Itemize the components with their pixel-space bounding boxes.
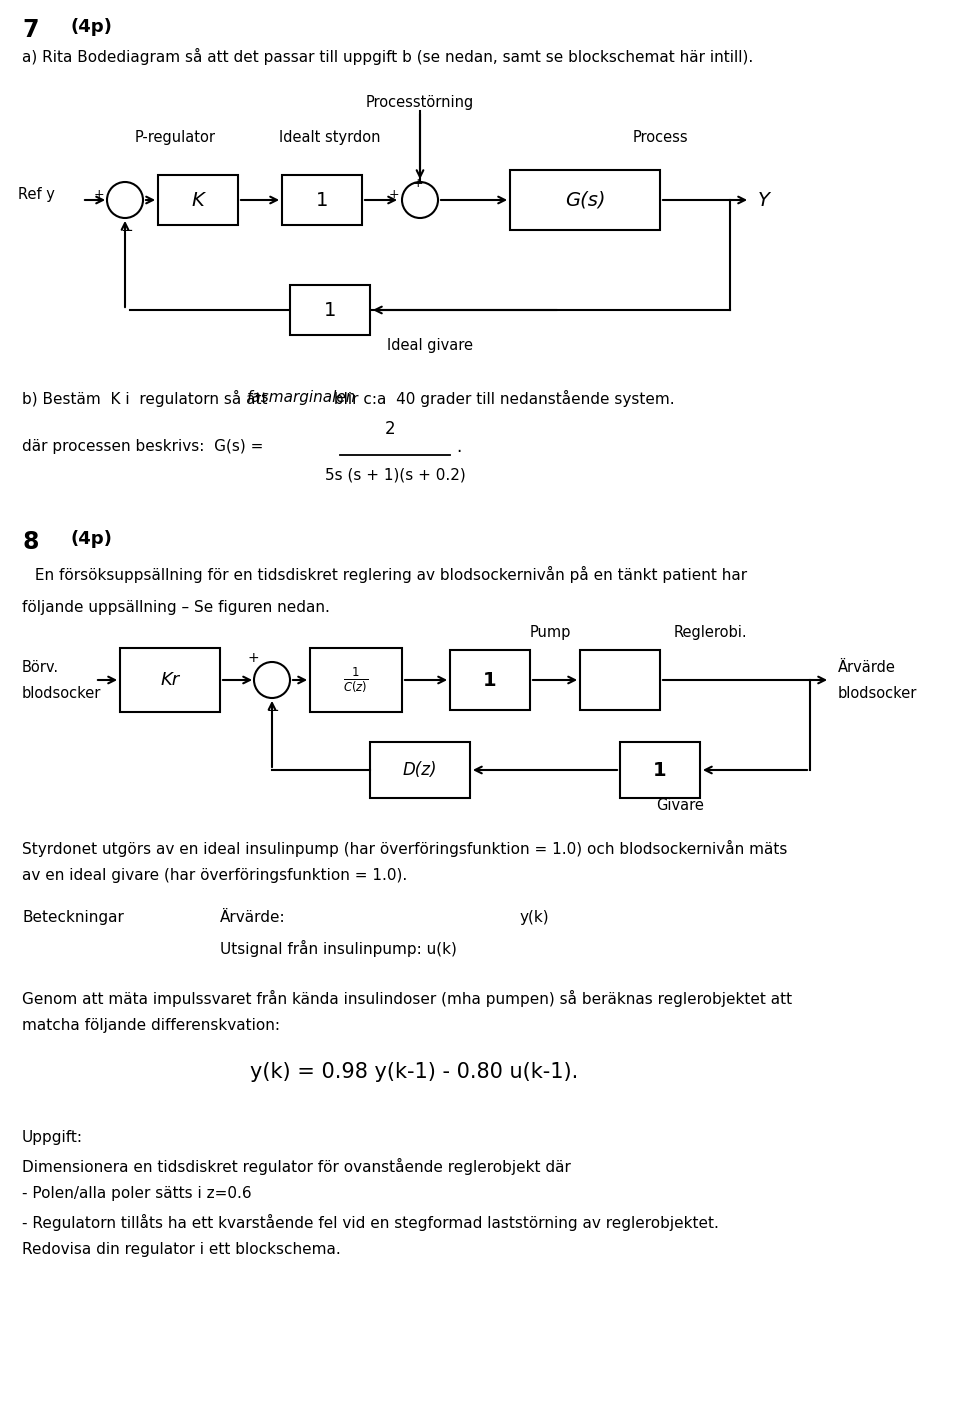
Text: a) Rita Bodediagram så att det passar till uppgift b (se nedan, samt se blocksch: a) Rita Bodediagram så att det passar ti…: [22, 48, 754, 65]
Text: Reglerobi.: Reglerobi.: [673, 625, 747, 640]
Text: +: +: [93, 188, 104, 202]
Text: 8: 8: [22, 530, 38, 554]
Text: 7: 7: [22, 18, 38, 42]
Text: G(s): G(s): [564, 191, 605, 209]
Text: 1: 1: [324, 301, 336, 319]
Bar: [580, 650, 660, 709]
Text: K: K: [192, 191, 204, 209]
Text: 1: 1: [483, 671, 497, 690]
Text: Y: Y: [758, 191, 770, 209]
Text: där processen beskrivs:  G(s) =: där processen beskrivs: G(s) =: [22, 439, 268, 455]
Text: fasmarginalen: fasmarginalen: [247, 390, 356, 406]
Text: 1: 1: [316, 191, 328, 209]
Circle shape: [107, 182, 143, 218]
Text: blodsocker: blodsocker: [838, 687, 918, 701]
Bar: [290, 285, 370, 335]
Text: Styrdonet utgörs av en ideal insulinpump (har överföringsfunktion = 1.0) och blo: Styrdonet utgörs av en ideal insulinpump…: [22, 839, 787, 858]
Text: .: .: [456, 438, 461, 456]
Text: P-regulator: P-regulator: [134, 130, 215, 146]
Text: (4p): (4p): [70, 18, 112, 35]
Circle shape: [402, 182, 438, 218]
Text: Genom att mäta impulssvaret från kända insulindoser (mha pumpen) så beräknas reg: Genom att mäta impulssvaret från kända i…: [22, 991, 792, 1007]
Bar: [158, 175, 238, 225]
Text: Ärvärde: Ärvärde: [838, 660, 896, 675]
Text: Givare: Givare: [656, 798, 704, 812]
Text: Redovisa din regulator i ett blockschema.: Redovisa din regulator i ett blockschema…: [22, 1242, 341, 1258]
Text: Processtörning: Processtörning: [366, 95, 474, 110]
Text: följande uppsällning – Se figuren nedan.: följande uppsällning – Se figuren nedan.: [22, 601, 330, 615]
Bar: [282, 175, 362, 225]
Text: 5s (s + 1)(s + 0.2): 5s (s + 1)(s + 0.2): [324, 468, 466, 482]
Text: Uppgift:: Uppgift:: [22, 1130, 83, 1145]
Text: Kr: Kr: [160, 671, 180, 690]
Bar: [510, 170, 660, 230]
Text: −: −: [121, 223, 133, 237]
Text: Ref y: Ref y: [18, 187, 55, 202]
Text: Pump: Pump: [529, 625, 570, 640]
Text: 1: 1: [653, 760, 667, 780]
Bar: [370, 742, 470, 798]
Bar: [450, 650, 530, 709]
Text: −: −: [267, 704, 279, 718]
Text: - Regulatorn tillåts ha ett kvarstående fel vid en stegformad laststörning av re: - Regulatorn tillåts ha ett kvarstående …: [22, 1214, 719, 1231]
Text: +: +: [247, 651, 259, 666]
Text: D(z): D(z): [403, 762, 437, 779]
Text: Idealt styrdon: Idealt styrdon: [279, 130, 381, 146]
Text: Process: Process: [633, 130, 687, 146]
Circle shape: [254, 663, 290, 698]
Text: Beteckningar: Beteckningar: [22, 910, 124, 926]
Text: +: +: [389, 188, 399, 202]
Text: (4p): (4p): [70, 530, 112, 548]
Bar: [620, 742, 700, 798]
Bar: [120, 649, 220, 712]
Text: Utsignal från insulinpump: u(k): Utsignal från insulinpump: u(k): [220, 940, 457, 957]
Text: y(k): y(k): [520, 910, 550, 926]
Text: En försöksuppsällning för en tidsdiskret reglering av blodsockernivån på en tänk: En försöksuppsällning för en tidsdiskret…: [30, 567, 747, 584]
Text: blodsocker: blodsocker: [22, 687, 102, 701]
Text: Ideal givare: Ideal givare: [387, 338, 473, 353]
Text: y(k) = 0.98 y(k-1) - 0.80 u(k-1).: y(k) = 0.98 y(k-1) - 0.80 u(k-1).: [250, 1063, 578, 1082]
Text: $\frac{1}{C(z)}$: $\frac{1}{C(z)}$: [344, 666, 369, 694]
Text: av en ideal givare (har överföringsfunktion = 1.0).: av en ideal givare (har överföringsfunkt…: [22, 868, 407, 883]
Text: +: +: [413, 177, 423, 189]
Text: matcha följande differenskvation:: matcha följande differenskvation:: [22, 1017, 280, 1033]
Text: b) Bestäm  K i  regulatorn så att: b) Bestäm K i regulatorn så att: [22, 390, 273, 407]
Text: blir c:a  40 grader till nedanstående system.: blir c:a 40 grader till nedanstående sys…: [329, 390, 675, 407]
Text: - Polen/alla poler sätts i z=0.6: - Polen/alla poler sätts i z=0.6: [22, 1186, 252, 1201]
Text: Börv.: Börv.: [22, 660, 60, 675]
Text: 2: 2: [385, 420, 396, 438]
Text: Ärvärde:: Ärvärde:: [220, 910, 286, 926]
Bar: [310, 649, 402, 712]
Text: Dimensionera en tidsdiskret regulator för ovanstående reglerobjekt där: Dimensionera en tidsdiskret regulator fö…: [22, 1159, 571, 1176]
